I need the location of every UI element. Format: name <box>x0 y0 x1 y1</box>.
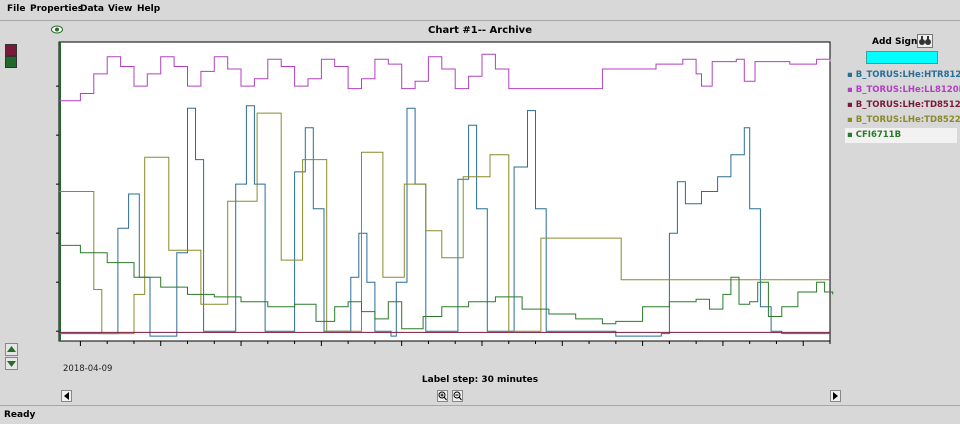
chart-title: Chart #1-- Archive <box>428 25 532 36</box>
status-bar: Ready <box>0 405 960 424</box>
series-line-b-torus-lhe-td8522tr <box>59 112 830 335</box>
menu-data[interactable]: Data <box>80 4 104 14</box>
zoom-in-icon <box>438 391 447 401</box>
legend-label: B_TORUS:LHe:LL8120DP <box>855 85 960 95</box>
color-swatch-green[interactable] <box>5 56 17 68</box>
legend-item-td8522tr[interactable]: ▪ B_TORUS:LHe:TD8522TR <box>845 113 960 128</box>
zoom-out-button[interactable] <box>452 390 463 402</box>
legend-marker: ▪ <box>847 100 856 110</box>
menu-file[interactable]: File <box>7 4 26 14</box>
scroll-right-button[interactable] <box>830 390 841 402</box>
triangle-right-icon <box>833 392 838 400</box>
legend-label: B_TORUS:LHe:TD8522TR <box>855 115 960 125</box>
scroll-down-button[interactable] <box>5 357 18 370</box>
scroll-up-button[interactable] <box>5 343 18 356</box>
menu-properties[interactable]: Properties <box>30 4 84 14</box>
date-label: 2018-04-09 <box>63 364 113 374</box>
legend-item-cfi6711b[interactable]: ▪ CFI6711B <box>845 128 957 143</box>
scroll-left-button[interactable] <box>61 390 72 402</box>
color-swatch-maroon[interactable] <box>5 44 17 56</box>
zoom-out-icon <box>453 391 462 401</box>
menu-view[interactable]: View <box>108 4 133 14</box>
triangle-left-icon <box>64 392 69 400</box>
add-signal-button[interactable] <box>917 34 933 48</box>
legend-label: B_TORUS:LHe:TD8512 <box>855 100 960 110</box>
series-line-b-torus-lhe-ll8120dp <box>59 53 831 102</box>
signal-input[interactable] <box>866 51 938 64</box>
triangle-up-icon <box>7 346 16 352</box>
binoculars-icon <box>919 36 931 45</box>
legend-marker: ▪ <box>847 130 856 140</box>
triangle-down-icon <box>7 361 16 367</box>
series-line-cfi6711b <box>59 244 834 330</box>
legend-item-ll8120dp[interactable]: ▪ B_TORUS:LHe:LL8120DP <box>845 83 960 98</box>
legend-marker: ▪ <box>847 70 856 80</box>
status-text: Ready <box>4 410 36 420</box>
menu-bar: File Properties Data View Help <box>0 0 960 21</box>
legend-marker: ▪ <box>847 115 856 125</box>
zoom-in-button[interactable] <box>437 390 448 402</box>
legend-label: B_TORUS:LHe:HTR8120 <box>855 70 960 80</box>
legend-marker: ▪ <box>847 85 856 95</box>
legend: ▪ B_TORUS:LHe:HTR8120 ▪ B_TORUS:LHe:LL81… <box>845 68 960 143</box>
series-line-b-torus-lhe-htr8120 <box>59 105 830 337</box>
menu-help[interactable]: Help <box>137 4 161 14</box>
chart-plot[interactable]: 681012141609:00:0030:0010:00:0030:0011:0… <box>55 39 835 347</box>
legend-item-td8512[interactable]: ▪ B_TORUS:LHe:TD8512 <box>845 98 960 113</box>
add-signal-label: Add Signal <box>872 37 927 47</box>
label-step: Label step: 30 minutes <box>421 375 539 385</box>
eye-icon[interactable] <box>51 25 63 34</box>
legend-label: CFI6711B <box>855 130 902 140</box>
legend-item-htr8120[interactable]: ▪ B_TORUS:LHe:HTR8120 <box>845 68 960 83</box>
